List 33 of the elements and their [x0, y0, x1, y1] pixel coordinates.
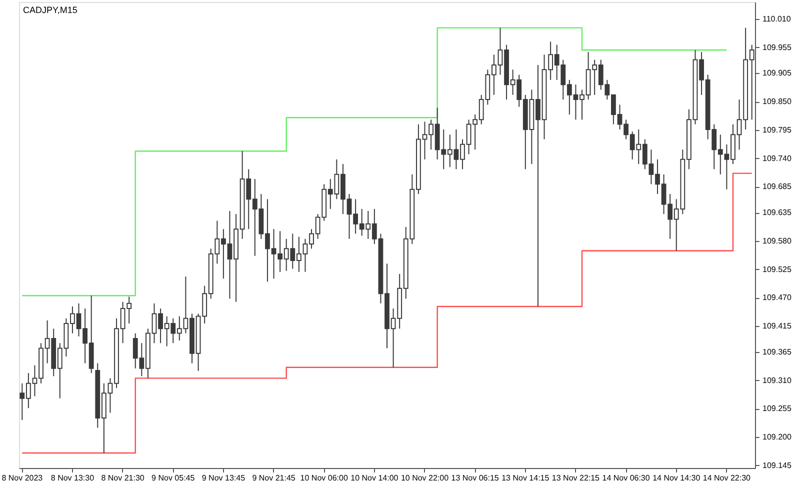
y-tick-label: 109.200: [762, 432, 792, 442]
x-tick-label: 14 Nov 22:30: [702, 474, 752, 482]
y-tick-label: 110.010: [762, 14, 792, 24]
y-tick-label: 109.905: [762, 68, 792, 78]
x-tick-label: 13 Nov 22:15: [552, 474, 600, 482]
x-tick-label: 10 Nov 22:00: [400, 474, 450, 482]
x-tick-label: 9 Nov 13:45: [202, 474, 246, 482]
y-tick-label: 109.580: [762, 236, 792, 246]
y-tick-label: 109.310: [762, 376, 792, 385]
x-tick-label: 13 Nov 06:15: [451, 474, 500, 482]
y-tick-label: 109.850: [762, 97, 792, 106]
y-tick-label: 109.365: [762, 347, 792, 356]
x-tick-label: 9 Nov 21:45: [252, 474, 296, 482]
x-tick-label: 14 Nov 06:30: [602, 474, 650, 482]
x-tick-label: 10 Nov 06:00: [300, 474, 348, 482]
y-tick-label: 109.415: [762, 322, 792, 331]
y-tick-label: 109.955: [762, 42, 792, 52]
x-tick-label: 9 Nov 05:45: [152, 474, 196, 482]
x-tick-label: 8 Nov 21:30: [101, 474, 145, 482]
x-tick-label: 14 Nov 14:30: [652, 474, 701, 482]
x-tick-label: 8 Nov 13:30: [50, 474, 95, 482]
y-tick-label: 109.635: [762, 208, 792, 218]
y-tick-label: 109.685: [762, 182, 792, 192]
y-tick-label: 109.525: [762, 264, 792, 274]
y-tick-label: 109.795: [762, 125, 792, 134]
y-tick-label: 109.740: [762, 154, 792, 163]
y-tick-label: 109.255: [762, 404, 792, 414]
y-tick-label: 109.145: [762, 460, 792, 470]
chart-title: CADJPY,M15: [23, 5, 78, 15]
x-tick-label: 8 Nov 2023: [2, 474, 44, 482]
x-tick-label: 13 Nov 14:15: [502, 474, 550, 482]
y-tick-label: 109.470: [762, 293, 792, 302]
x-tick-label: 10 Nov 14:00: [350, 474, 399, 482]
